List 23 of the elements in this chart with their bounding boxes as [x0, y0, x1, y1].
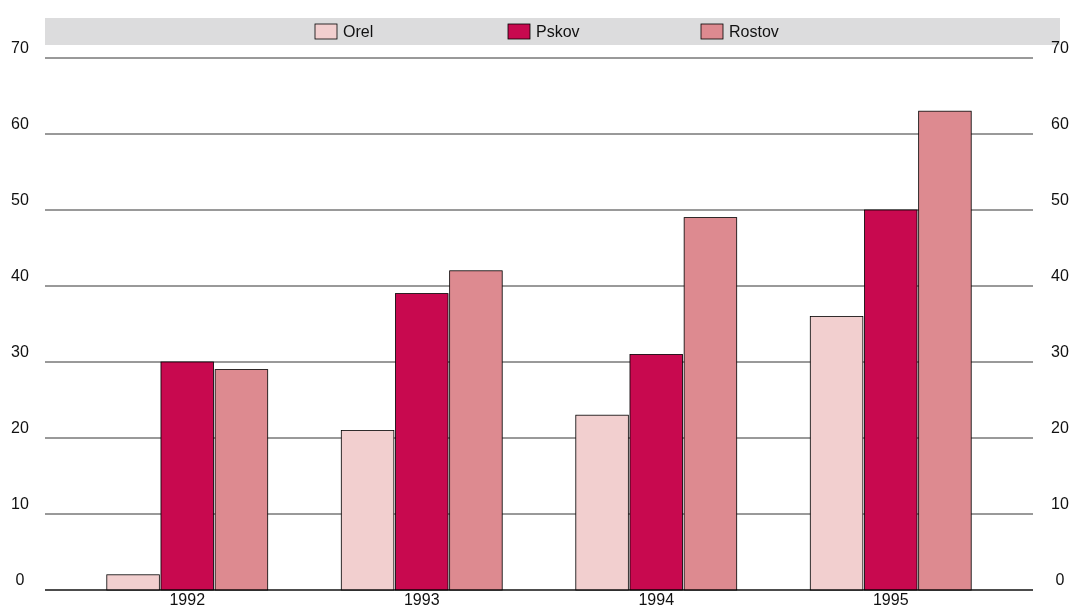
y2-tick-label: 50 [1051, 191, 1069, 208]
y-tick-label: 60 [11, 115, 29, 132]
y2-tick-label: 60 [1051, 115, 1069, 132]
x-tick-label: 1992 [169, 591, 206, 608]
y-tick-label: 20 [11, 419, 29, 436]
y2-tick-label: 30 [1051, 343, 1069, 360]
y-tick-label: 30 [11, 343, 29, 360]
y-tick-label: 50 [11, 191, 29, 208]
legend-label: Pskov [536, 23, 580, 40]
y-tick-label: 10 [11, 495, 29, 512]
y-tick-label: 40 [11, 267, 29, 284]
y-tick-label: 0 [15, 571, 25, 588]
x-tick-label: 1993 [403, 591, 440, 608]
x-tick-label: 1994 [638, 591, 675, 608]
y2-tick-label: 0 [1055, 571, 1065, 588]
x-tick-label: 1995 [872, 591, 909, 608]
y-tick-label: 70 [11, 39, 29, 56]
y2-tick-label: 20 [1051, 419, 1069, 436]
y2-tick-label: 40 [1051, 267, 1069, 284]
legend-label: Rostov [729, 23, 779, 40]
legend-label: Orel [343, 23, 374, 40]
y2-tick-label: 10 [1051, 495, 1069, 512]
y2-tick-label: 70 [1051, 39, 1069, 56]
